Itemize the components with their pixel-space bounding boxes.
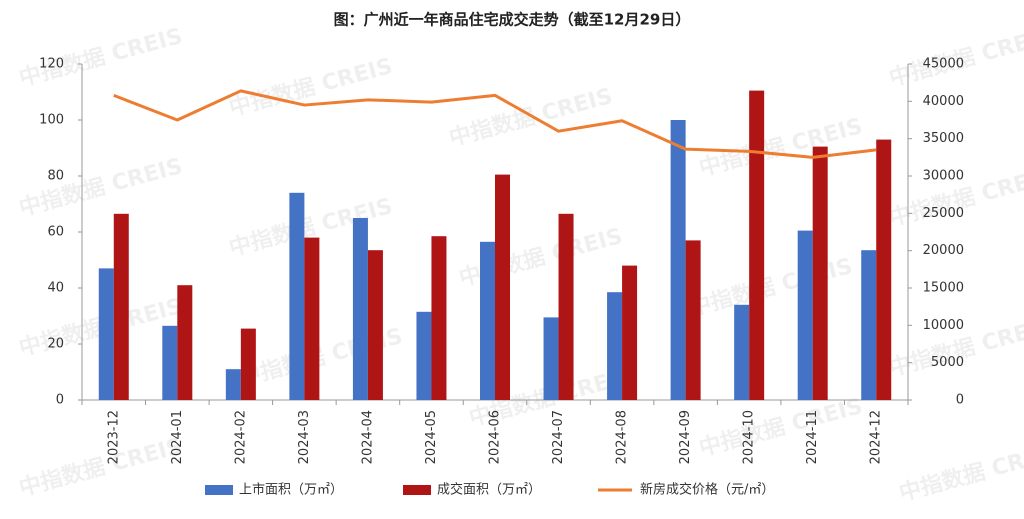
x-tick-label: 2024-05: [424, 410, 439, 464]
bar: [622, 265, 638, 400]
y-tick-label: 100: [39, 113, 64, 128]
y2-tick-label: 45000: [923, 57, 964, 72]
bar: [225, 369, 241, 400]
bar: [98, 268, 114, 400]
chart-title: 图：广州近一年商品住宅成交走势（截至12月29日）: [334, 11, 691, 29]
y-tick-label: 0: [56, 393, 64, 408]
bar: [162, 325, 178, 400]
legend-swatch: [403, 485, 431, 495]
watermark: 中指数据 CREIS: [696, 113, 865, 182]
x-tick-label: 2024-03: [297, 410, 312, 464]
x-tick-label: 2024-11: [805, 410, 820, 464]
bar: [289, 192, 305, 400]
y2-tick-label: 10000: [923, 318, 964, 333]
watermark: 中指数据 CREIS: [16, 153, 185, 222]
legend-label: 新房成交价格（元/㎡）: [640, 482, 774, 498]
x-tick-label: 2024-02: [233, 410, 248, 464]
y2-tick-label: 25000: [923, 206, 964, 221]
bar: [367, 250, 383, 400]
bar: [480, 241, 495, 400]
x-tick-label: 2024-12: [869, 410, 884, 464]
bar: [876, 139, 892, 400]
bar: [113, 213, 129, 400]
x-tick-label: 2024-06: [488, 410, 503, 464]
bar: [240, 328, 256, 400]
bar: [431, 236, 447, 400]
x-tick-label: 2024-01: [170, 410, 185, 464]
bar: [861, 250, 877, 400]
y2-tick-label: 15000: [923, 281, 964, 296]
bar: [797, 230, 813, 400]
bar: [558, 213, 574, 400]
bar: [749, 90, 765, 400]
x-tick-label: 2023-12: [106, 410, 121, 464]
legend-swatch: [205, 485, 233, 495]
y2-tick-label: 20000: [923, 243, 964, 258]
y2-tick-label: 0: [956, 393, 964, 408]
x-tick-label: 2024-04: [360, 410, 375, 464]
y-tick-label: 120: [39, 57, 64, 72]
x-tick-label: 2024-10: [742, 410, 757, 464]
y-tick-label: 20: [47, 337, 64, 352]
y2-tick-label: 5000: [931, 355, 964, 370]
watermark: 中指数据 CREIS: [686, 253, 855, 322]
bar: [495, 174, 510, 400]
y2-tick-label: 35000: [923, 131, 964, 146]
y-tick-label: 80: [47, 169, 64, 184]
watermark: 中指数据 CREIS: [896, 438, 1024, 507]
x-tick-label: 2024-09: [678, 410, 693, 464]
watermark: 中指数据 CREIS: [446, 83, 615, 152]
bar: [607, 292, 623, 400]
y2-tick-label: 40000: [923, 94, 964, 109]
bar: [812, 146, 828, 400]
bar: [685, 240, 701, 400]
x-tick-label: 2024-08: [615, 410, 630, 464]
bar: [670, 120, 686, 400]
bar: [177, 285, 193, 400]
bar: [543, 317, 559, 400]
legend-label: 成交面积（万㎡）: [437, 482, 541, 498]
bar: [304, 237, 320, 400]
watermark: 中指数据 CREIS: [16, 433, 185, 502]
bar: [352, 218, 368, 400]
y-tick-label: 40: [47, 281, 64, 296]
x-tick-label: 2024-07: [551, 410, 566, 464]
legend-label: 上市面积（万㎡）: [239, 482, 343, 498]
bar: [416, 311, 432, 400]
y2-tick-label: 30000: [923, 169, 964, 184]
bar: [734, 304, 750, 400]
line: [113, 89, 877, 159]
y-tick-label: 60: [47, 225, 64, 240]
watermark: 中指数据 CREIS: [226, 53, 395, 122]
